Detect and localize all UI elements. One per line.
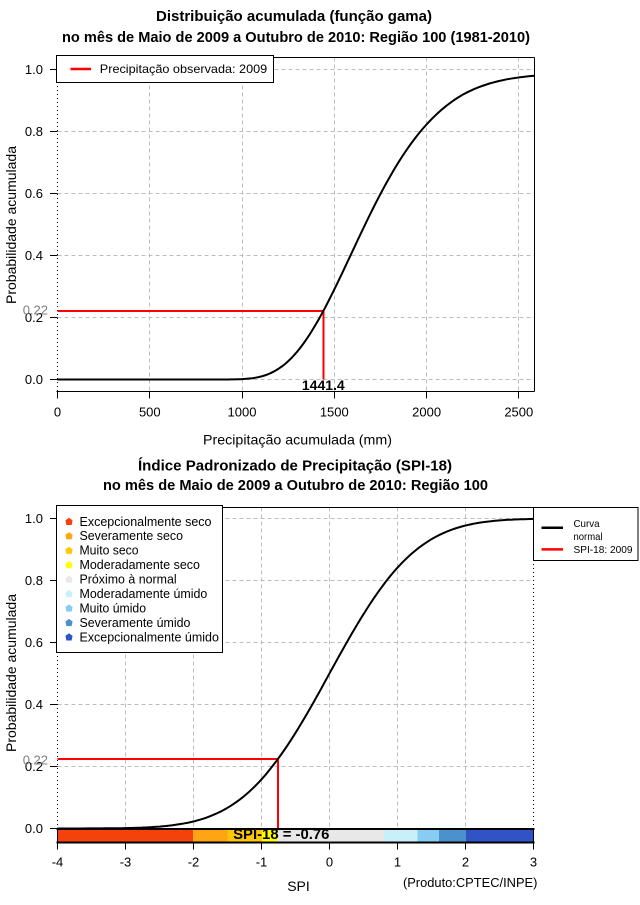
- svg-text:1000: 1000: [228, 405, 257, 420]
- svg-text:0.4: 0.4: [25, 697, 43, 712]
- svg-text:2500: 2500: [504, 405, 533, 420]
- svg-text:Moderadamente úmido: Moderadamente úmido: [80, 587, 208, 601]
- svg-text:Distribuição acumulada (função: Distribuição acumulada (função gama): [156, 9, 432, 25]
- svg-text:normal: normal: [574, 531, 603, 543]
- svg-text:500: 500: [139, 405, 161, 420]
- svg-text:0.0: 0.0: [25, 821, 43, 836]
- svg-text:0.22: 0.22: [23, 753, 48, 768]
- svg-text:(Produto:CPTEC/INPE): (Produto:CPTEC/INPE): [403, 875, 538, 890]
- svg-text:0.4: 0.4: [25, 248, 43, 263]
- svg-text:0.6: 0.6: [25, 635, 43, 650]
- svg-text:1441.4: 1441.4: [302, 377, 345, 393]
- svg-text:0.2: 0.2: [25, 310, 43, 325]
- svg-text:Precipitação observada: 2009: Precipitação observada: 2009: [100, 62, 268, 76]
- svg-text:Muito seco: Muito seco: [80, 544, 139, 558]
- svg-text:2000: 2000: [412, 405, 441, 420]
- svg-text:1.0: 1.0: [25, 511, 43, 526]
- svg-text:0.6: 0.6: [25, 186, 43, 201]
- svg-text:SPI-18: 2009: SPI-18: 2009: [574, 544, 633, 556]
- svg-text:Índice Padronizado de Precipit: Índice Padronizado de Precipitação (SPI-…: [138, 458, 452, 475]
- svg-text:no mês de Maio de 2009 a Outub: no mês de Maio de 2009 a Outubro de 2010…: [103, 478, 488, 494]
- svg-text:0.0: 0.0: [25, 372, 43, 387]
- svg-text:0.2: 0.2: [25, 759, 43, 774]
- svg-text:-4: -4: [52, 855, 64, 870]
- svg-text:Probabilidade acumulada: Probabilidade acumulada: [3, 146, 19, 304]
- svg-text:0.8: 0.8: [25, 573, 43, 588]
- svg-text:Probabilidade acumulada: Probabilidade acumulada: [3, 594, 19, 752]
- svg-text:0.22: 0.22: [23, 303, 48, 318]
- svg-text:Muito úmido: Muito úmido: [80, 601, 147, 615]
- svg-text:Moderadamente seco: Moderadamente seco: [80, 558, 200, 572]
- svg-text:Excepcionalmente úmido: Excepcionalmente úmido: [80, 630, 219, 644]
- svg-text:no mês de Maio de 2009 a Outub: no mês de Maio de 2009 a Outubro de 2010…: [62, 30, 530, 46]
- svg-text:SPI: SPI: [287, 878, 310, 894]
- svg-text:SPI-18 = -0.76: SPI-18 = -0.76: [233, 827, 329, 843]
- svg-text:-3: -3: [120, 855, 132, 870]
- svg-text:Severamente seco: Severamente seco: [80, 529, 184, 543]
- svg-text:0.8: 0.8: [25, 124, 43, 139]
- svg-text:Próximo à normal: Próximo à normal: [80, 573, 177, 587]
- svg-text:Curva: Curva: [574, 518, 600, 530]
- svg-text:-2: -2: [188, 855, 200, 870]
- svg-text:Excepcionalmente seco: Excepcionalmente seco: [80, 515, 212, 529]
- svg-text:0: 0: [326, 855, 333, 870]
- svg-text:Precipitação acumulada (mm): Precipitação acumulada (mm): [203, 432, 392, 448]
- svg-text:Severamente úmido: Severamente úmido: [80, 616, 191, 630]
- svg-text:1: 1: [394, 855, 401, 870]
- svg-text:1.0: 1.0: [25, 62, 43, 77]
- svg-text:-1: -1: [256, 855, 268, 870]
- svg-text:3: 3: [530, 855, 537, 870]
- svg-text:1500: 1500: [320, 405, 349, 420]
- svg-text:2: 2: [462, 855, 469, 870]
- svg-text:0: 0: [54, 405, 61, 420]
